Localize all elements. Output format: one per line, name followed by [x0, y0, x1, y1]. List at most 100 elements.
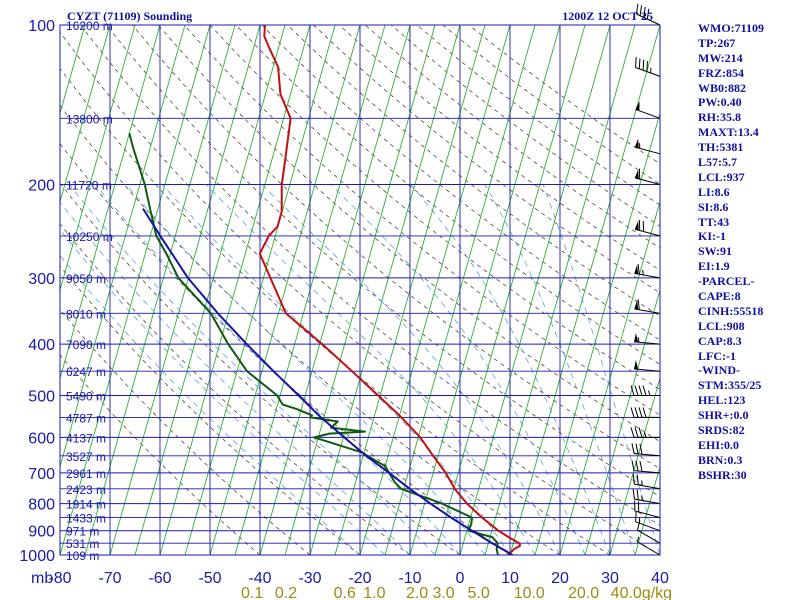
barb-half-flag [641, 495, 643, 501]
barb-flag [639, 461, 643, 472]
grid-layer [0, 25, 660, 555]
barb-flag [634, 385, 639, 396]
height-label: 4137 m [66, 431, 106, 445]
isotherm [459, 25, 611, 555]
barb-staff [634, 341, 661, 345]
wind-barb [630, 385, 660, 396]
index-item: L57:5.7 [698, 155, 737, 170]
wind-barb [634, 299, 661, 314]
temperature-tick-label: -70 [98, 570, 121, 587]
wind-barb [636, 536, 661, 556]
barb-flag [636, 489, 639, 500]
height-label: 16200 m [66, 19, 113, 33]
temperature-tick-label: 20 [551, 570, 569, 587]
isotherm [209, 25, 361, 555]
barb-flag [635, 443, 639, 454]
barb-half-flag [638, 517, 641, 524]
isotherm [559, 200, 660, 555]
moist-adiabat [161, 184, 511, 555]
height-label: 9050 m [66, 272, 106, 286]
pressure-tick-label: 500 [28, 388, 55, 405]
temperature-tick-label: -50 [198, 570, 221, 587]
barb-pennant [635, 101, 640, 111]
temperature-tick-label: -30 [298, 570, 321, 587]
barb-flag [631, 443, 635, 454]
height-label: 5490 m [66, 389, 106, 403]
barb-half-flag [639, 143, 641, 149]
index-item: EI:1.9 [698, 259, 730, 274]
barb-pennant [634, 300, 639, 310]
temperature-tick-label: 0 [456, 570, 465, 587]
barb-staff [635, 521, 661, 532]
isotherm [609, 376, 660, 555]
isotherm [159, 25, 311, 555]
barb-flag [643, 6, 646, 18]
pressure-tick-label: 700 [28, 466, 55, 483]
pressure-tick-label: 800 [28, 497, 55, 514]
wind-barb [630, 427, 660, 438]
barb-staff [634, 146, 661, 155]
pressure-tick-label: 600 [28, 430, 55, 447]
barb-pennant [634, 332, 639, 343]
barb-flag [634, 427, 639, 438]
index-item: CAP:8.3 [698, 333, 742, 348]
index-item: HEL:123 [698, 393, 746, 408]
index-item: STM:355/25 [698, 378, 762, 393]
wind-barb [635, 101, 661, 119]
wind-barb [635, 57, 661, 77]
barb-staff [634, 272, 661, 279]
pressure-tick-label: 400 [28, 337, 55, 354]
mixing-ratio-label: 0.2 [275, 585, 297, 600]
barb-flag [634, 407, 639, 418]
parcel-trace [142, 208, 514, 555]
barb-flag [634, 500, 636, 511]
isotherm [60, 25, 211, 555]
isotherm [309, 25, 461, 555]
barb-staff [634, 308, 661, 314]
barb-half-flag [648, 390, 651, 396]
height-label: 8010 m [66, 307, 106, 321]
wind-barb [631, 460, 661, 474]
barb-flag [635, 511, 637, 522]
temperature-tick-label: -80 [48, 570, 71, 587]
barb-flag [635, 57, 637, 68]
mixing-ratio-label: 20.0 [568, 585, 599, 600]
barb-flag [637, 299, 640, 310]
plot-frame [59, 24, 661, 556]
mixing-ratio-label: 2.0 [406, 585, 428, 600]
barb-flag [630, 407, 635, 418]
height-label: 1433 m [66, 512, 106, 526]
barb-pennant [634, 264, 639, 275]
barb-flag [642, 59, 645, 71]
barb-flag [642, 385, 647, 396]
index-item: BSHR:30 [698, 467, 747, 482]
barb-staff [634, 498, 661, 505]
isotherm [109, 25, 261, 555]
index-item: TT:43 [698, 214, 730, 229]
barb-flag [638, 385, 643, 396]
index-item: LCL:937 [698, 169, 745, 184]
barb-staff [637, 529, 661, 544]
isotherm [60, 25, 161, 380]
wind-barb [634, 263, 661, 279]
barb-flag [637, 263, 640, 275]
barb-half-flag [636, 536, 640, 543]
index-item: LI:8.6 [698, 184, 730, 199]
barb-staff [634, 228, 661, 237]
temperature-tick-label: 10 [501, 570, 519, 587]
temperature-tick-label: -10 [398, 570, 421, 587]
index-item: WMO:71109 [698, 21, 764, 35]
temperature-tick-label: -40 [248, 570, 271, 587]
height-label: 2423 m [66, 483, 106, 497]
pressure-tick-label: 200 [28, 178, 55, 195]
wind-barb [634, 360, 661, 372]
isotherm [0, 25, 10, 555]
isotherm [409, 25, 561, 555]
moist-adiabat [60, 254, 361, 555]
index-item: MW:214 [698, 50, 743, 65]
barb-half-flag [637, 337, 640, 343]
mixing-ratio-label: 1.0 [363, 585, 385, 600]
wind-barb [635, 511, 661, 532]
barb-flag [632, 473, 635, 485]
moist-adiabat [206, 184, 536, 555]
